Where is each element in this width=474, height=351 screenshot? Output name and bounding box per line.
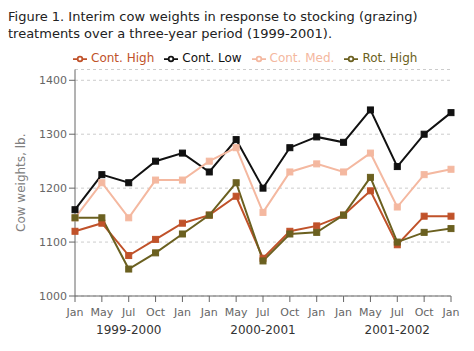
svg-text:1200: 1200 [39,182,67,195]
html-text:Figure 1. Interim cow weights: Figure 1. Interim cow weights in respons… [8,9,418,41]
svg-text:1400: 1400 [39,74,67,87]
svg-text:May: May [359,306,382,319]
svg-text:Oct: Oct [415,306,435,319]
svg-text:Jan: Jan [173,306,191,319]
svg-text:1100: 1100 [39,236,67,249]
svg-text:Jan: Jan [334,306,352,319]
svg-text:1300: 1300 [39,128,67,141]
svg-text:May: May [225,306,248,319]
html-text:Cont. High: Cont. High [91,51,155,65]
svg-text:May: May [90,306,113,319]
svg-text:Jul: Jul [121,306,135,319]
svg-text:Jul: Jul [390,306,404,319]
svg-text:Oct: Oct [280,306,300,319]
html-text:Cont. Med.: Cont. Med. [269,51,335,65]
svg-text:2000-2001: 2000-2001 [230,323,295,337]
svg-text:Oct: Oct [146,306,166,319]
svg-text:Jan: Jan [442,306,460,319]
svg-text:2001-2002: 2001-2002 [365,323,430,337]
html-text:Cont. Low: Cont. Low [182,51,242,65]
svg-text:Jan: Jan [200,306,218,319]
html-text:Rot. High: Rot. High [362,51,418,65]
svg-text:Jan: Jan [307,306,325,319]
svg-text:1000: 1000 [39,290,67,303]
svg-text:Jul: Jul [255,306,269,319]
svg-text:Jan: Jan [66,306,84,319]
svg-text:1999-2000: 1999-2000 [96,323,161,337]
svg-text:Cow weights, lb.: Cow weights, lb. [14,134,28,232]
